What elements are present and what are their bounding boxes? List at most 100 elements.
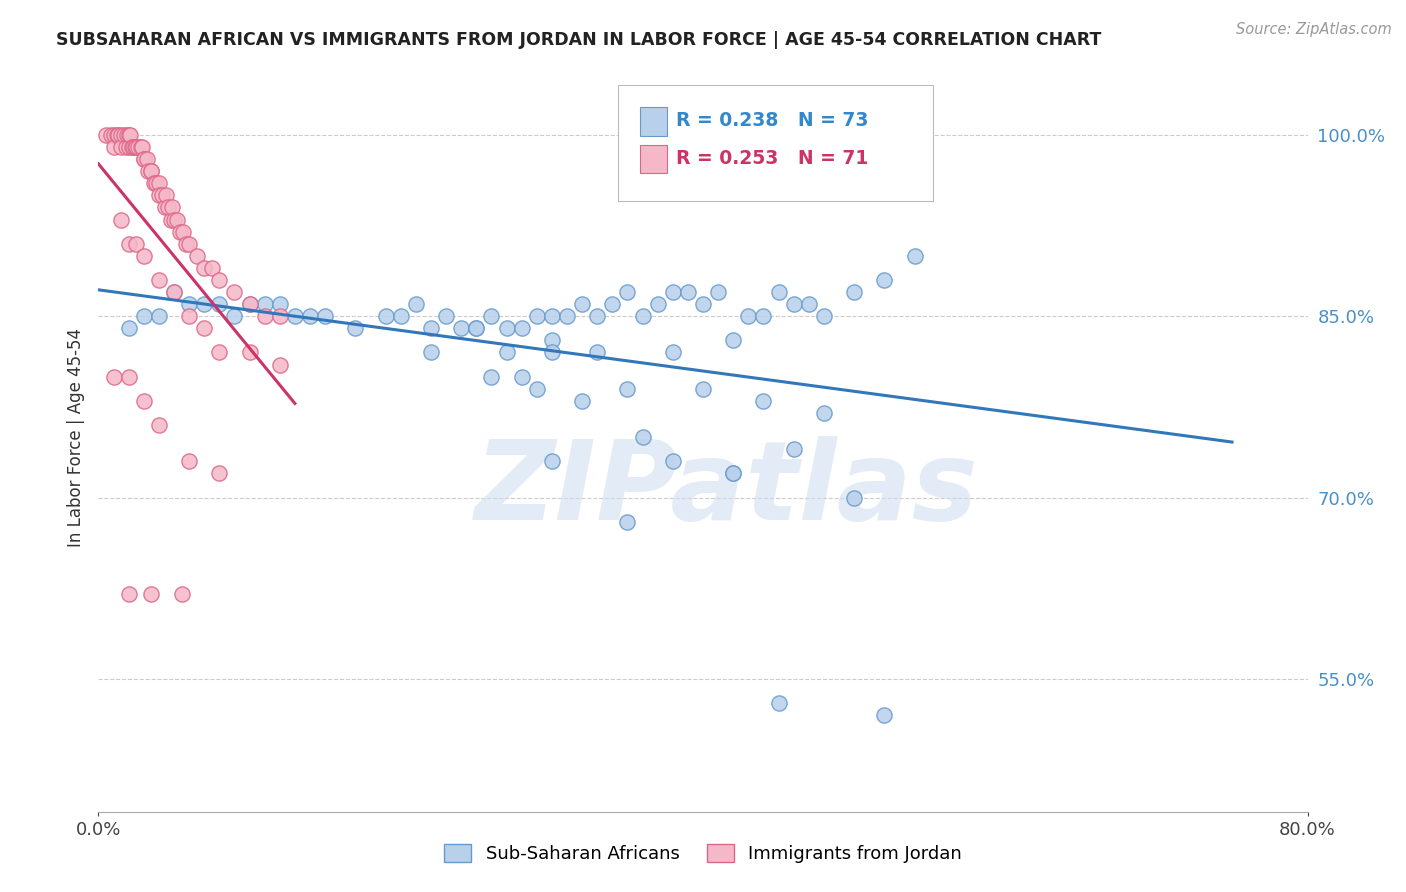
Point xyxy=(723,334,745,348)
Point xyxy=(193,297,215,311)
Point xyxy=(647,297,669,311)
Point xyxy=(129,140,152,154)
Point xyxy=(314,310,336,324)
Point xyxy=(434,310,457,324)
Point xyxy=(110,128,132,142)
Point xyxy=(118,587,141,601)
Point xyxy=(135,152,157,166)
Point xyxy=(723,467,745,481)
Point xyxy=(253,297,276,311)
Point xyxy=(768,285,790,299)
Point xyxy=(186,249,208,263)
Point xyxy=(783,297,806,311)
Point xyxy=(495,345,517,359)
Point xyxy=(122,140,145,154)
Point xyxy=(163,285,186,299)
Point xyxy=(661,454,683,468)
Point xyxy=(143,176,166,190)
Text: Source: ZipAtlas.com: Source: ZipAtlas.com xyxy=(1236,22,1392,37)
Point xyxy=(616,382,638,396)
Point xyxy=(602,297,624,311)
Point xyxy=(540,310,562,324)
Point xyxy=(510,369,533,384)
Point xyxy=(723,467,745,481)
Point xyxy=(555,310,578,324)
Point xyxy=(169,225,191,239)
Point xyxy=(160,212,183,227)
Point xyxy=(110,140,132,154)
Legend: Sub-Saharan Africans, Immigrants from Jordan: Sub-Saharan Africans, Immigrants from Jo… xyxy=(437,837,969,870)
Point xyxy=(481,369,503,384)
Point xyxy=(540,334,562,348)
Point xyxy=(148,417,170,432)
Point xyxy=(661,285,683,299)
Point xyxy=(737,310,759,324)
Point xyxy=(118,369,141,384)
Point xyxy=(208,297,231,311)
Point xyxy=(132,393,155,408)
Point xyxy=(465,321,488,335)
Point xyxy=(110,212,132,227)
Point xyxy=(253,310,276,324)
Point xyxy=(631,430,654,444)
Point xyxy=(166,212,188,227)
Point xyxy=(105,128,128,142)
Point xyxy=(420,345,443,359)
Point xyxy=(676,285,699,299)
Point xyxy=(495,321,517,335)
Point xyxy=(179,310,201,324)
Point xyxy=(141,587,163,601)
Point xyxy=(873,273,896,287)
Point xyxy=(526,382,548,396)
Point xyxy=(148,310,170,324)
Point xyxy=(153,201,176,215)
Point xyxy=(405,297,427,311)
Point xyxy=(120,128,142,142)
Point xyxy=(752,310,775,324)
Point xyxy=(208,345,231,359)
Point xyxy=(299,310,322,324)
Bar xyxy=(640,145,666,173)
Point xyxy=(783,442,806,457)
Point xyxy=(131,140,153,154)
Point xyxy=(420,321,443,335)
Point xyxy=(132,152,155,166)
Point xyxy=(269,310,291,324)
Y-axis label: In Labor Force | Age 45-54: In Labor Force | Age 45-54 xyxy=(66,327,84,547)
Point xyxy=(465,321,488,335)
Point xyxy=(904,249,927,263)
Point xyxy=(616,285,638,299)
Point xyxy=(193,321,215,335)
Point xyxy=(112,128,135,142)
Point xyxy=(118,140,141,154)
Bar xyxy=(640,107,666,136)
Point xyxy=(132,310,155,324)
Point xyxy=(571,393,593,408)
Point xyxy=(163,285,186,299)
Point xyxy=(844,285,866,299)
Point xyxy=(162,201,184,215)
Point xyxy=(586,310,609,324)
Point xyxy=(284,310,307,324)
Point xyxy=(103,369,125,384)
Point xyxy=(132,152,155,166)
Point xyxy=(179,297,201,311)
Point xyxy=(148,176,170,190)
Point xyxy=(813,406,835,420)
Point xyxy=(170,587,193,601)
Text: R = 0.238   N = 73: R = 0.238 N = 73 xyxy=(676,112,869,130)
Point xyxy=(239,297,262,311)
Point xyxy=(239,297,262,311)
Point xyxy=(145,176,167,190)
Point xyxy=(707,285,730,299)
Point xyxy=(114,140,136,154)
Point xyxy=(172,225,194,239)
Point xyxy=(481,310,503,324)
Point xyxy=(150,188,173,202)
Point xyxy=(179,454,201,468)
Point xyxy=(141,164,163,178)
Point xyxy=(156,201,179,215)
Point xyxy=(125,140,148,154)
Point xyxy=(132,249,155,263)
Point xyxy=(571,297,593,311)
